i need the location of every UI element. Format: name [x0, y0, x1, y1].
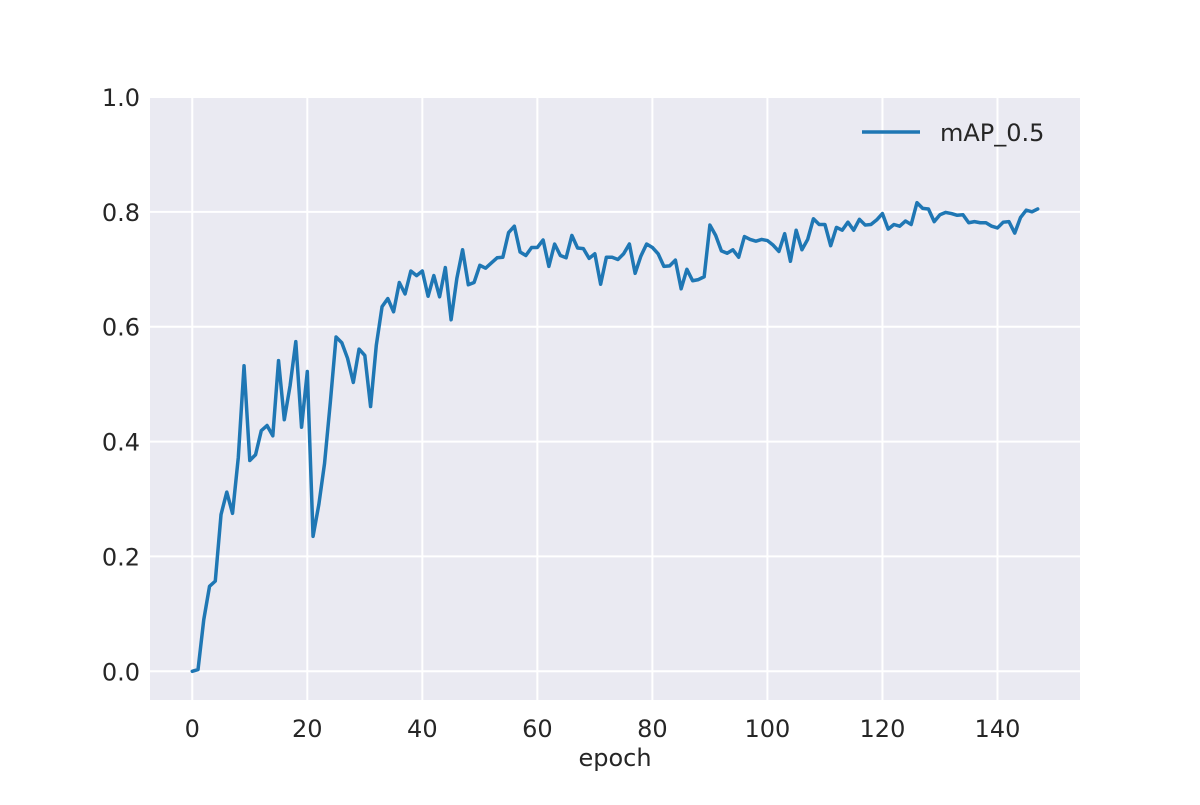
y-tick-label: 1.0 — [102, 84, 140, 112]
grid-lines — [150, 96, 1080, 700]
legend-label-map-0-5: mAP_0.5 — [940, 119, 1044, 147]
x-axis-ticks: 0 20 40 60 80 100 120 140 — [185, 715, 1021, 743]
y-tick-label: 0.2 — [102, 543, 140, 571]
x-tick-label: 20 — [292, 715, 323, 743]
x-tick-label: 120 — [860, 715, 906, 743]
x-tick-label: 100 — [745, 715, 791, 743]
y-axis-ticks: 0.0 0.2 0.4 0.6 0.8 1.0 — [102, 84, 140, 686]
y-tick-label: 0.6 — [102, 314, 140, 342]
x-tick-label: 40 — [407, 715, 438, 743]
x-tick-label: 80 — [637, 715, 668, 743]
y-tick-label: 0.0 — [102, 658, 140, 686]
series-layer — [190, 200, 1040, 674]
y-tick-label: 0.4 — [102, 429, 140, 457]
legend: mAP_0.5 — [862, 119, 1044, 147]
x-tick-label: 60 — [522, 715, 553, 743]
series-line-map-0-5 — [190, 200, 1040, 674]
y-tick-label: 0.8 — [102, 199, 140, 227]
x-tick-label: 0 — [185, 715, 200, 743]
x-axis-label: epoch — [578, 744, 651, 772]
x-tick-label: 140 — [975, 715, 1021, 743]
